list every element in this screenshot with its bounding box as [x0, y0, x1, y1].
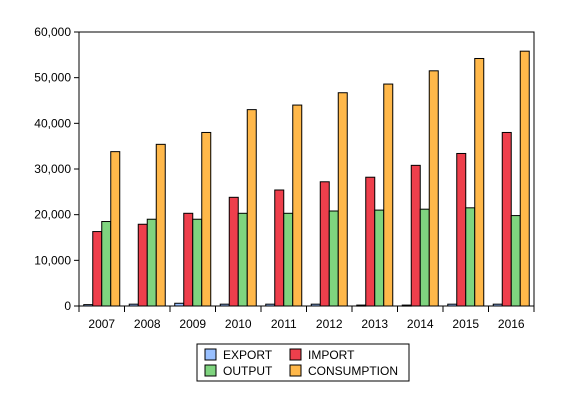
bar-import-2013: [365, 176, 376, 307]
bar-consumption-2013: [383, 83, 394, 307]
legend-swatch-import: [289, 348, 302, 361]
bar-consumption-2012: [337, 92, 348, 307]
legend-swatch-consumption: [289, 364, 302, 377]
y-tick-label: 50,000: [34, 71, 71, 85]
bar-output-2012: [328, 210, 339, 307]
bar-import-2015: [456, 152, 467, 307]
bar-consumption-2011: [292, 104, 303, 307]
bar-import-2012: [319, 181, 330, 307]
x-tick-label: 2014: [407, 317, 434, 331]
bar-consumption-2007: [110, 151, 121, 307]
legend-box: [196, 343, 410, 382]
bar-consumption-2010: [246, 109, 257, 307]
bar-output-2010: [237, 212, 248, 307]
bar-output-2011: [283, 212, 294, 307]
legend-label-import: IMPORT: [308, 348, 355, 362]
x-tick-label: 2007: [88, 317, 115, 331]
bar-output-2008: [146, 218, 157, 307]
y-tick-label: 0: [64, 299, 71, 313]
bar-import-2016: [501, 131, 512, 307]
legend-swatch-export: [204, 348, 217, 361]
bar-consumption-2016: [519, 50, 530, 307]
bar-output-2015: [465, 207, 476, 307]
legend: EXPORT IMPORT OUTPUT CONSUMPTION: [196, 343, 410, 382]
bars: [83, 50, 530, 307]
x-axis: 2007 2008 2009 2010 2011 2012 2013 2014 2015 2016: [78, 306, 535, 331]
bar-output-2007: [101, 221, 112, 307]
bar-import-2010: [228, 196, 239, 307]
y-tick-label: 40,000: [34, 116, 71, 130]
legend-label-output: OUTPUT: [223, 364, 273, 378]
y-tick-label: 30,000: [34, 162, 71, 176]
y-tick-label: 20,000: [34, 208, 71, 222]
bar-output-2013: [374, 209, 385, 307]
x-tick-label: 2010: [225, 317, 252, 331]
legend-label-export: EXPORT: [223, 348, 273, 362]
legend-label-consumption: CONSUMPTION: [308, 364, 398, 378]
bar-output-2016: [510, 215, 521, 307]
y-axis: 0 10,000 20,000 30,000 40,000 50,000 60,000: [34, 25, 79, 313]
bar-import-2007: [92, 231, 103, 307]
y-tick-label: 60,000: [34, 25, 71, 39]
x-tick-label: 2012: [316, 317, 343, 331]
bar-import-2014: [410, 164, 421, 307]
bar-output-2009: [192, 218, 203, 307]
bar-consumption-2015: [474, 57, 485, 307]
legend-swatch-output: [204, 364, 217, 377]
x-tick-label: 2011: [271, 317, 297, 331]
bar-consumption-2014: [428, 70, 439, 307]
bar-consumption-2009: [201, 131, 212, 307]
x-tick-label: 2013: [361, 317, 388, 331]
x-tick-label: 2008: [134, 317, 161, 331]
bar-import-2008: [137, 223, 148, 307]
bar-output-2014: [419, 208, 430, 307]
x-tick-label: 2009: [179, 317, 206, 331]
bar-import-2011: [274, 189, 285, 307]
y-tick-label: 10,000: [34, 253, 71, 267]
bar-import-2009: [183, 212, 194, 307]
bar-consumption-2008: [155, 143, 166, 307]
x-tick-label: 2015: [452, 317, 479, 331]
x-tick-label: 2016: [498, 317, 525, 331]
